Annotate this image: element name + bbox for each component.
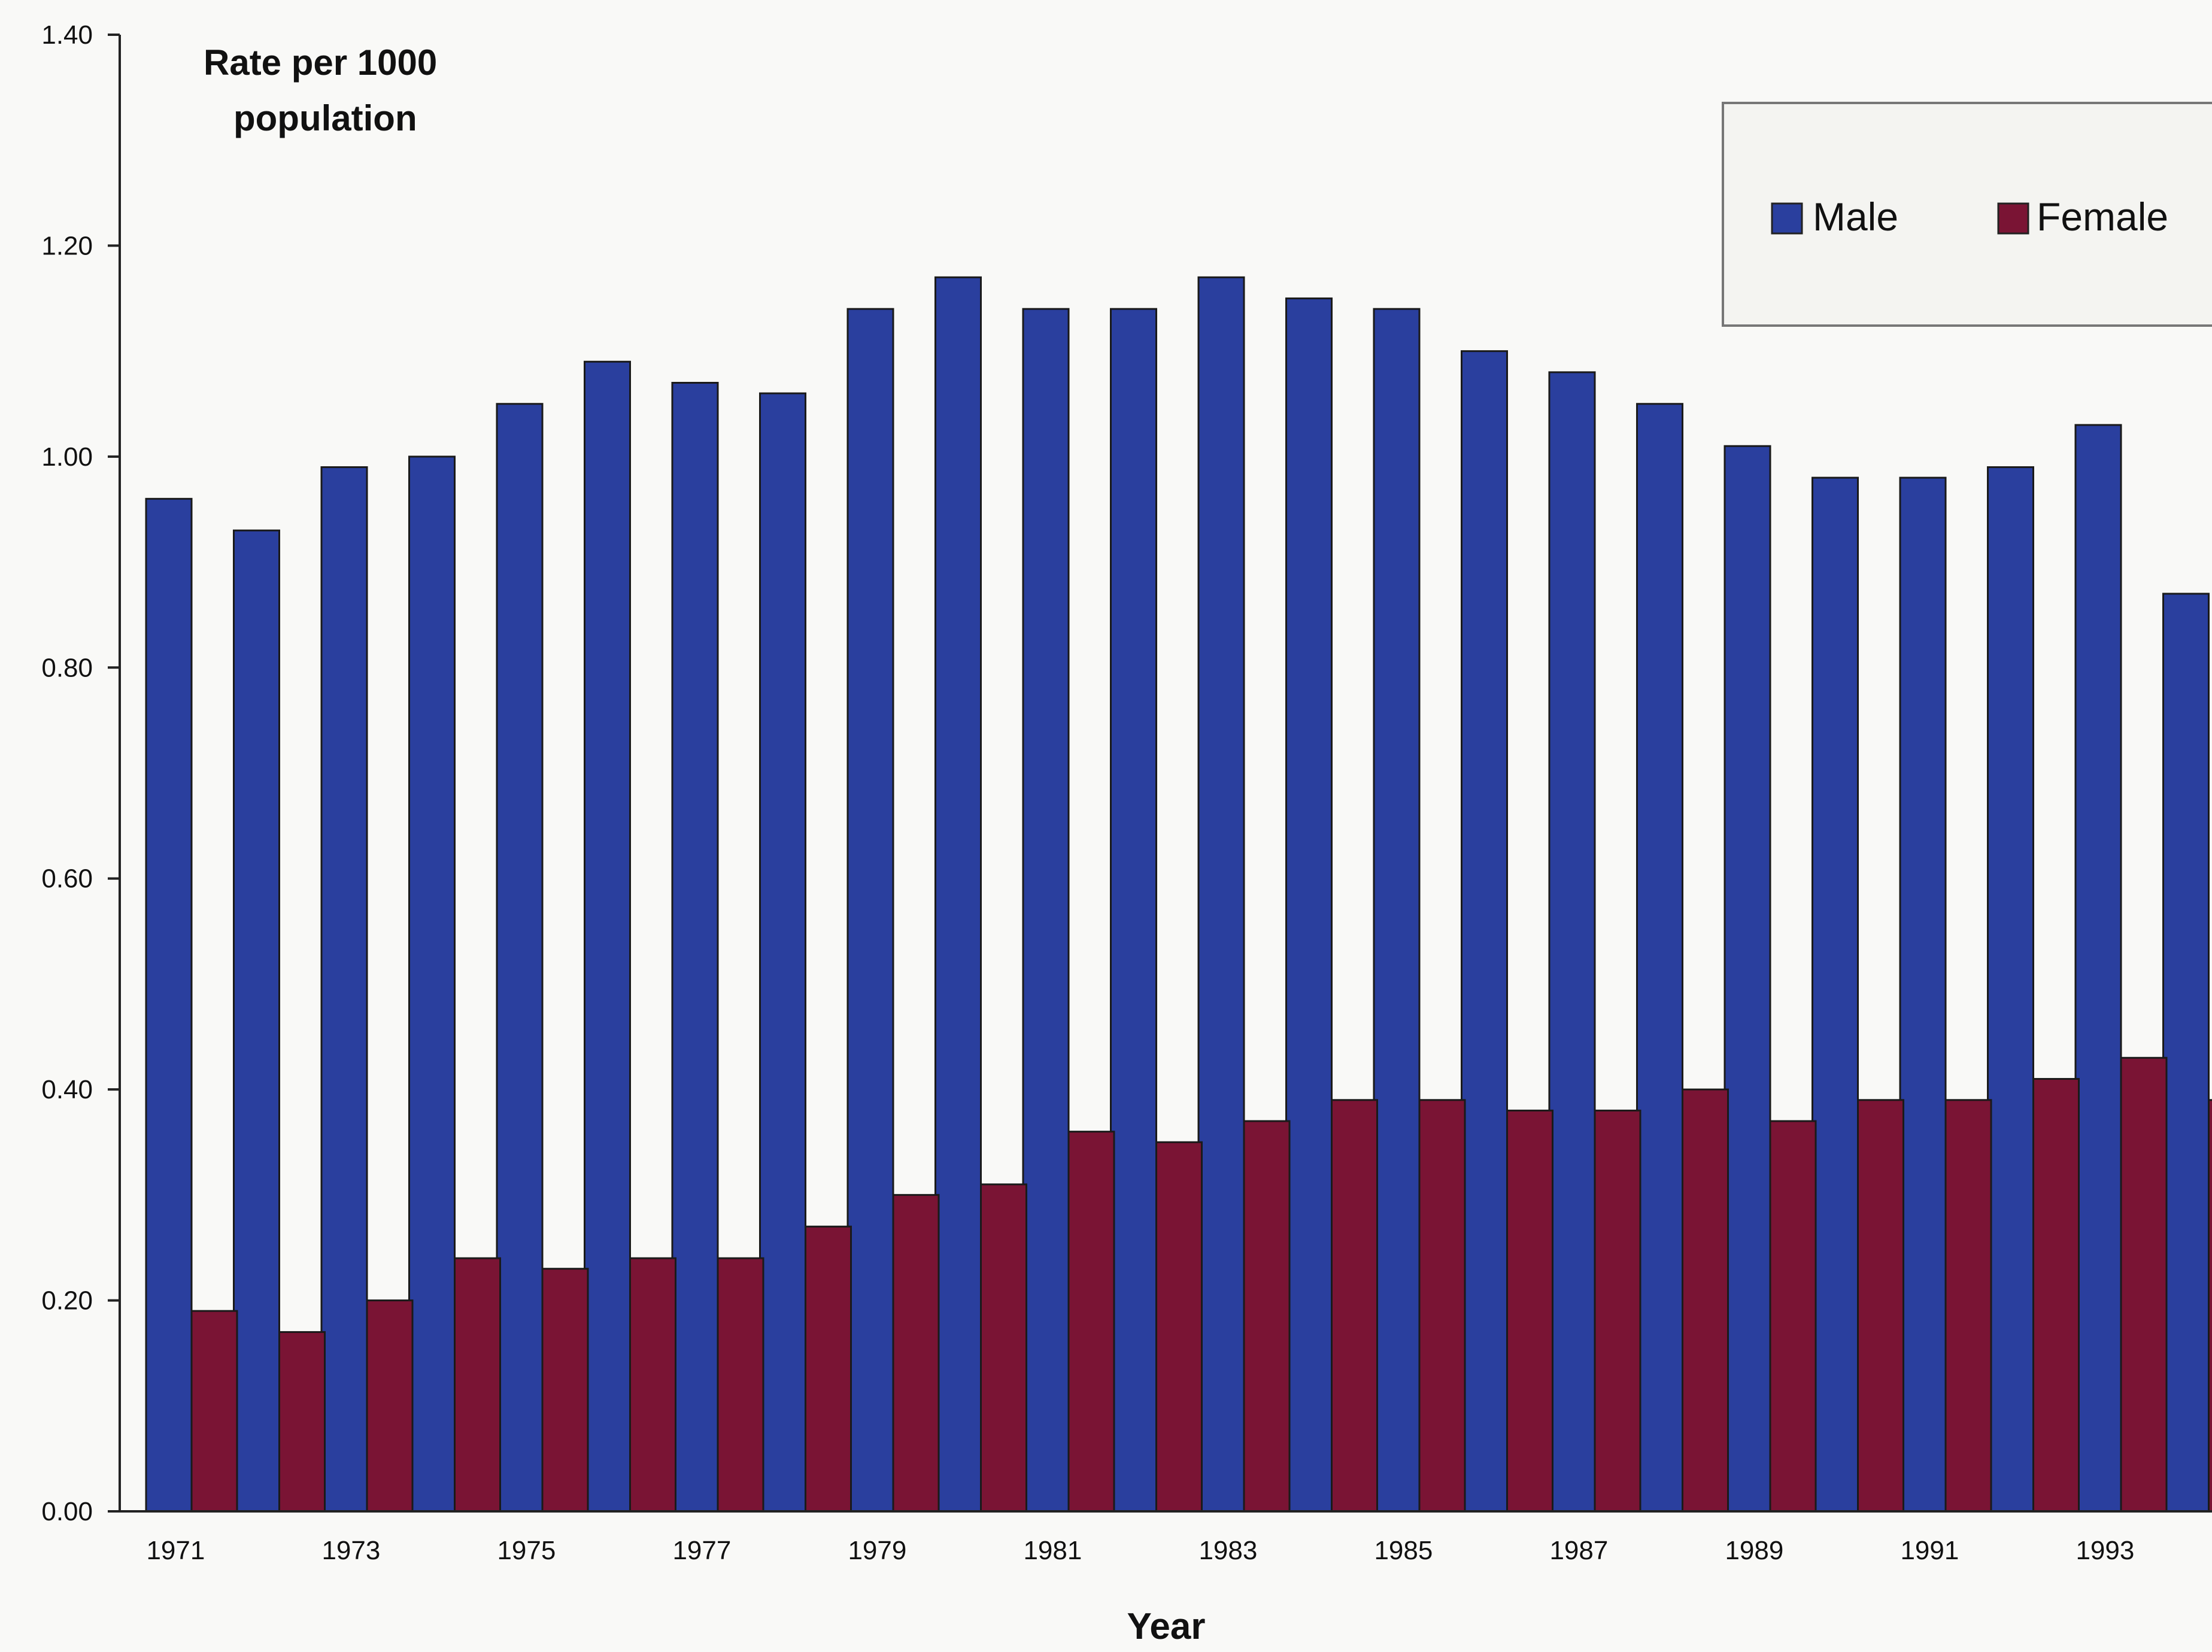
bar-female-1990 (1857, 1099, 1904, 1513)
bar-male-1990 (1812, 476, 1859, 1513)
bar-male-1993 (2074, 424, 2122, 1513)
legend-box (1722, 102, 2212, 327)
legend-swatch-female (1997, 202, 2029, 235)
bar-female-1972 (278, 1331, 326, 1513)
x-tick-label: 1989 (1725, 1536, 1783, 1565)
bar-female-1985 (1418, 1099, 1466, 1513)
bar-male-1989 (1724, 445, 1771, 1513)
x-tick-label: 1987 (1549, 1536, 1608, 1565)
bar-female-1973 (366, 1299, 414, 1513)
bar-male-1992 (1987, 466, 2034, 1513)
y-axis-ticks: 0.00 0.20 0.40 0.60 0.80 1.00 1.20 1.40 (41, 20, 120, 1526)
bar-female-1984 (1331, 1099, 1378, 1513)
x-axis-title: Year (1127, 1606, 1205, 1647)
bar-male-1986 (1461, 350, 1508, 1513)
x-tick-label: 1979 (848, 1536, 906, 1565)
bar-male-1977 (671, 382, 719, 1513)
bar-female-1974 (454, 1257, 501, 1513)
bar-female-1992 (2032, 1078, 2080, 1513)
x-axis-ticks: 1971 1973 1975 1977 1979 1981 1983 1985 1987 1989… (146, 1536, 2134, 1565)
bar-female-1981 (1067, 1131, 1115, 1513)
y-tick-label: 0.00 (41, 1497, 93, 1526)
bar-female-1989 (1769, 1120, 1817, 1513)
y-tick-label: 1.00 (41, 442, 93, 472)
bar-female-1988 (1682, 1088, 1729, 1513)
legend-label-female: Female (2037, 195, 2168, 239)
bar-male-1979 (846, 308, 894, 1513)
bar-female-1976 (629, 1257, 676, 1513)
bar-female-1979 (892, 1194, 940, 1513)
bar-male-1973 (320, 466, 368, 1513)
bar-female-1980 (980, 1183, 1027, 1513)
x-tick-label: 1977 (672, 1536, 731, 1565)
y-axis-label-line-2: population (233, 98, 417, 138)
y-tick-label: 0.20 (41, 1286, 93, 1316)
bar-male-1974 (408, 455, 456, 1513)
legend-label-male: Male (1813, 195, 1898, 239)
bar-female-1994 (2208, 1099, 2212, 1513)
bar-male-1981 (1022, 308, 1070, 1513)
bar-male-1987 (1548, 371, 1596, 1513)
bar-female-1977 (717, 1257, 764, 1513)
legend: Male Female (1722, 102, 2212, 327)
y-axis-label-line-1: Rate per 1000 (204, 42, 437, 83)
bar-female-1987 (1594, 1109, 1641, 1513)
x-tick-label: 1991 (1900, 1536, 1959, 1565)
bar-female-1971 (190, 1310, 238, 1513)
y-tick-label: 0.60 (41, 864, 93, 894)
x-tick-label: 1971 (146, 1536, 205, 1565)
x-tick-label: 1983 (1198, 1536, 1257, 1565)
bar-male-1982 (1110, 308, 1157, 1513)
legend-swatch-male (1771, 202, 1803, 235)
x-tick-label: 1993 (2076, 1536, 2134, 1565)
bar-male-1975 (496, 403, 544, 1513)
bar-female-1975 (541, 1268, 589, 1513)
y-tick-label: 1.20 (41, 231, 93, 260)
bar-female-1993 (2120, 1056, 2168, 1513)
bar-female-1978 (805, 1225, 852, 1513)
bar-male-1994 (2162, 593, 2210, 1513)
bar-male-1988 (1636, 403, 1683, 1513)
bar-male-1983 (1197, 276, 1245, 1513)
bar-male-1984 (1285, 297, 1333, 1513)
bar-female-1983 (1243, 1120, 1291, 1513)
bar-male-1991 (1899, 476, 1947, 1513)
bar-male-1976 (584, 360, 631, 1513)
x-tick-label: 1973 (321, 1536, 380, 1565)
bar-female-1986 (1506, 1109, 1553, 1513)
bar-male-1972 (233, 529, 280, 1513)
bar-female-1991 (1944, 1099, 1992, 1513)
bars-layer (145, 276, 2212, 1513)
y-tick-label: 1.40 (41, 20, 93, 50)
bar-male-1985 (1373, 308, 1421, 1513)
bar-female-1982 (1155, 1141, 1203, 1513)
y-tick-label: 0.80 (41, 653, 93, 682)
bar-male-1980 (934, 276, 982, 1513)
bar-male-1971 (145, 497, 193, 1513)
x-tick-label: 1985 (1374, 1536, 1433, 1565)
bar-male-1978 (759, 392, 806, 1513)
x-tick-label: 1975 (497, 1536, 556, 1565)
y-tick-label: 0.40 (41, 1075, 93, 1104)
x-tick-label: 1981 (1023, 1536, 1082, 1565)
